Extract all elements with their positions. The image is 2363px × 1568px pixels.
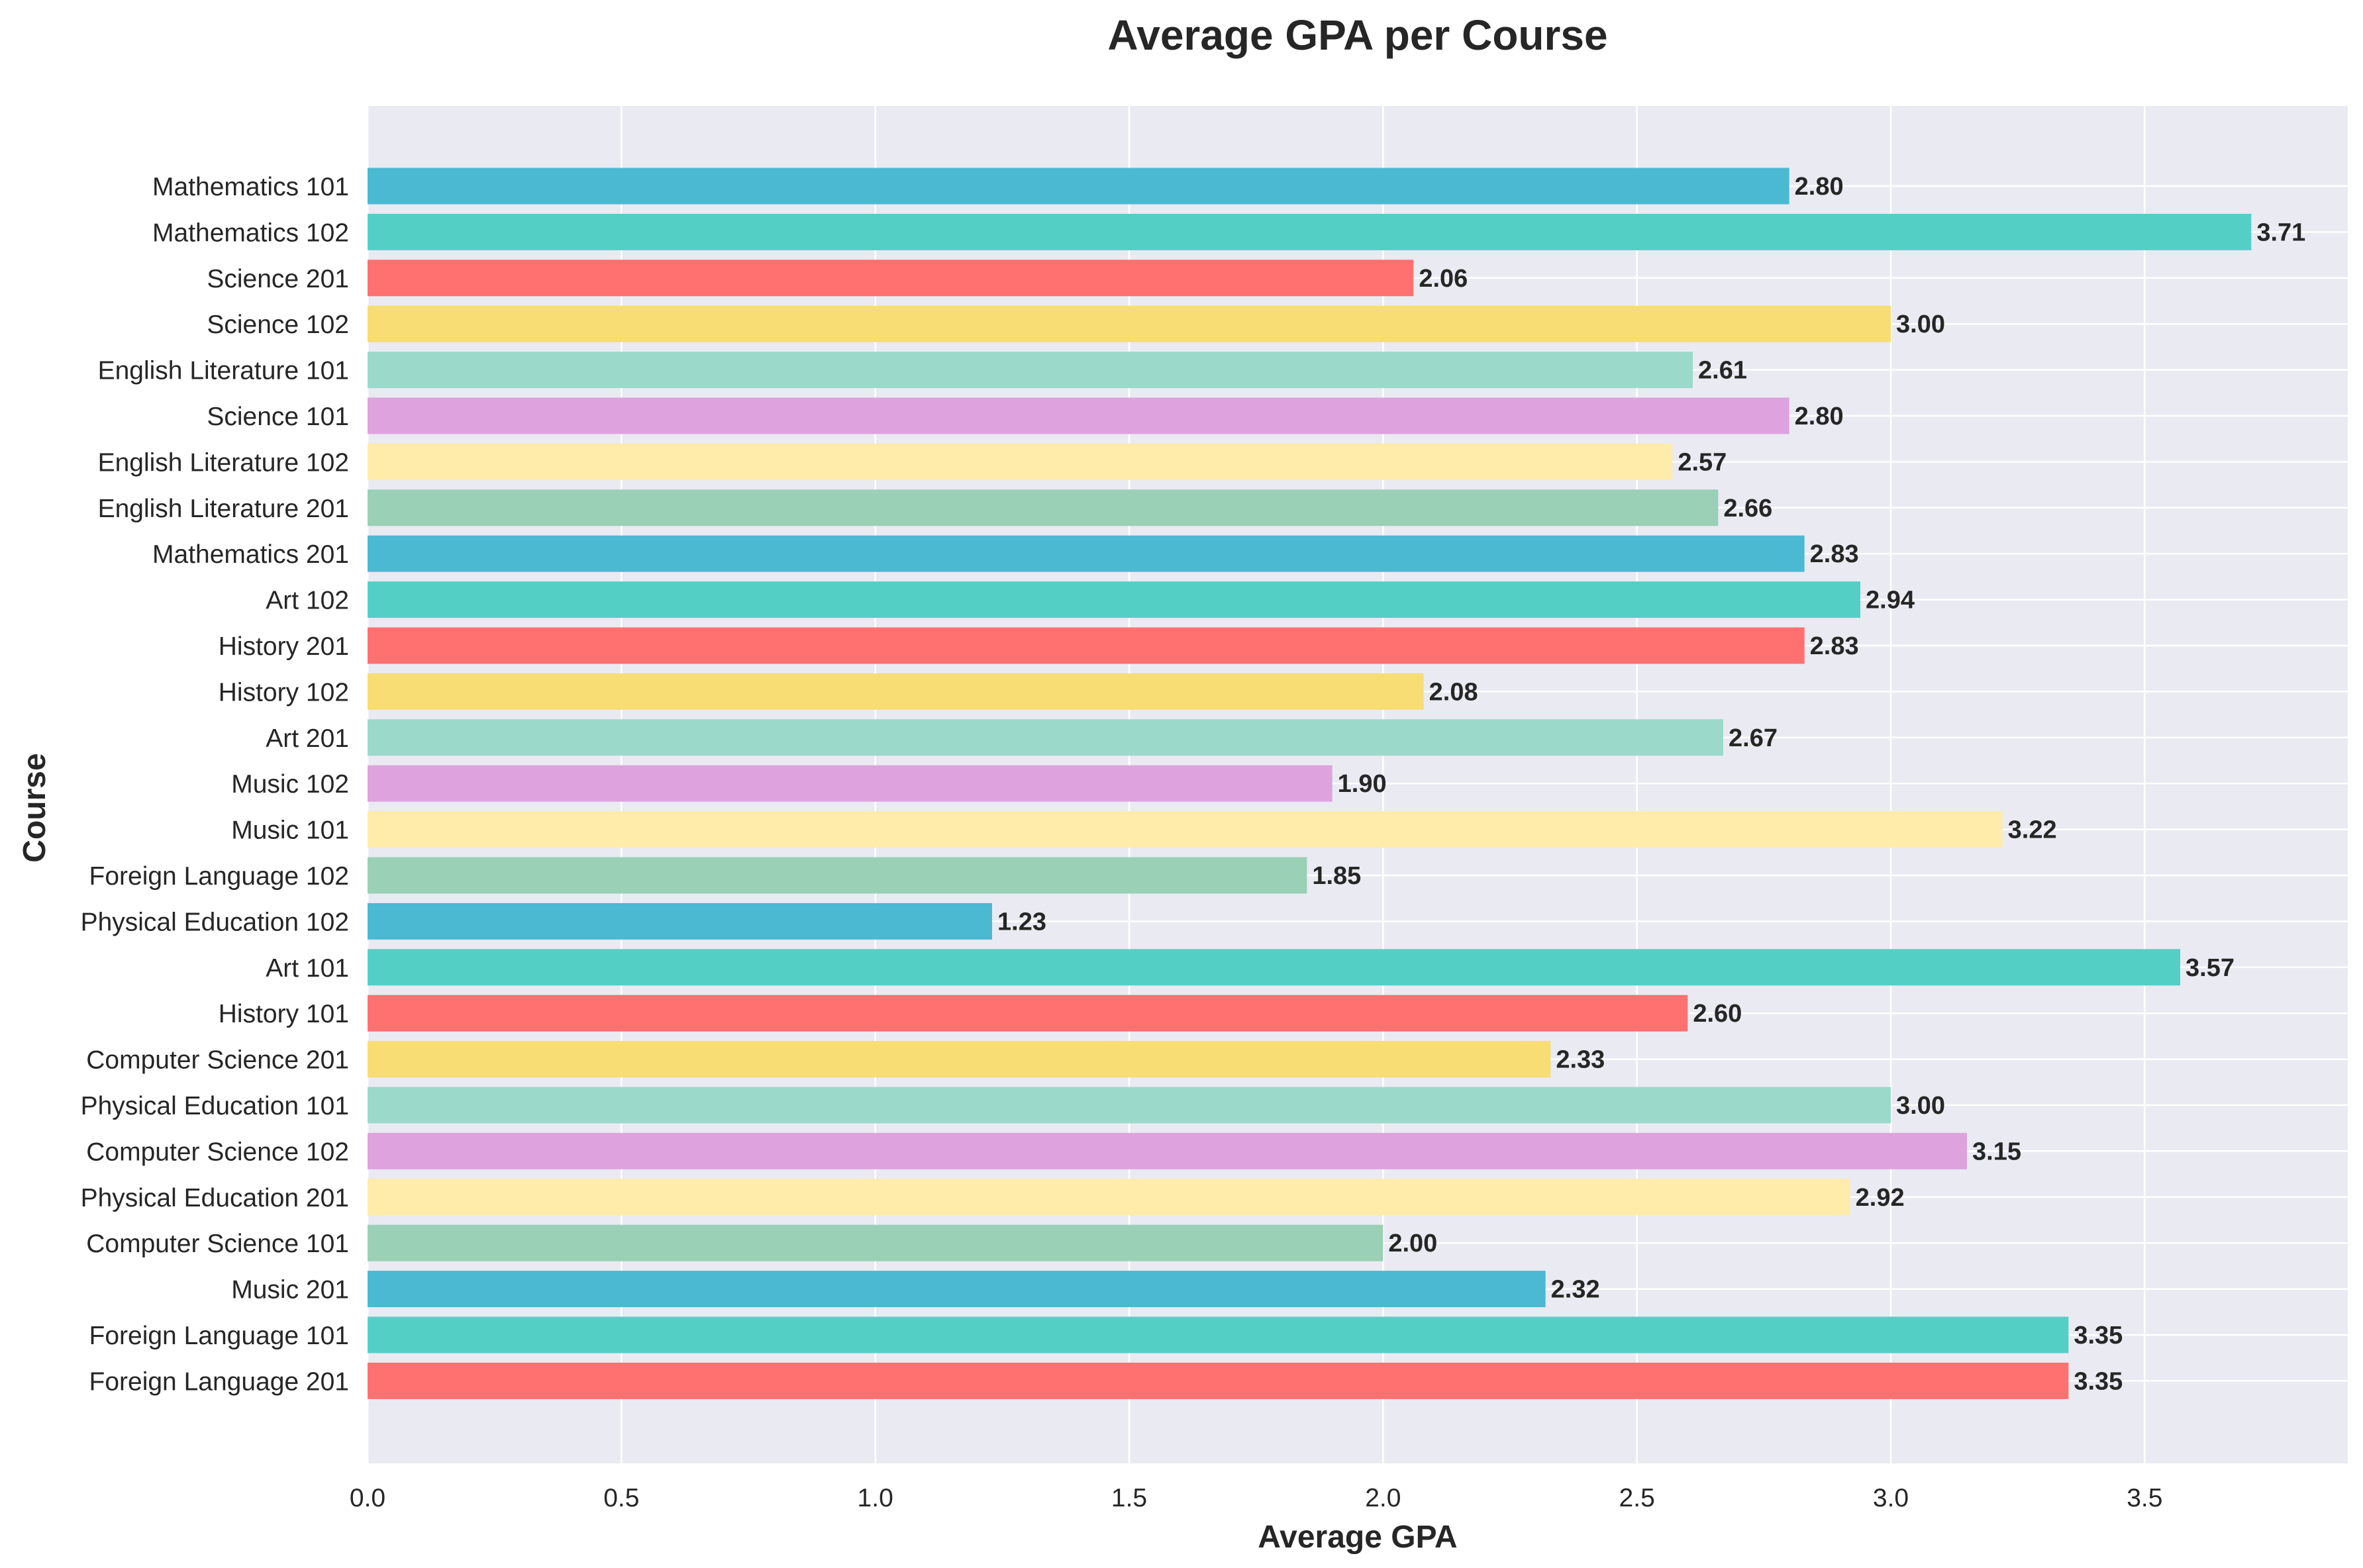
x-tick-label: 2.5 — [1619, 1484, 1655, 1512]
bar-value-label: 2.80 — [1795, 403, 1844, 430]
bar — [368, 1316, 2069, 1353]
bar — [368, 1271, 1546, 1308]
bar — [368, 1224, 1383, 1261]
y-tick-label: Science 102 — [207, 311, 349, 339]
bar — [368, 352, 1693, 389]
y-tick-label: Physical Education 201 — [81, 1184, 349, 1212]
x-tick-label: 1.0 — [858, 1484, 893, 1512]
bar-value-label: 3.35 — [2074, 1367, 2123, 1395]
bar — [368, 1362, 2069, 1399]
x-tick-label: 0.5 — [603, 1484, 639, 1512]
y-tick-label: Physical Education 102 — [81, 908, 349, 936]
y-tick-label: Mathematics 101 — [152, 173, 349, 201]
bar-value-label: 2.61 — [1698, 357, 1747, 385]
bar-value-label: 2.06 — [1419, 265, 1468, 293]
bar — [368, 765, 1332, 802]
y-tick-label: Music 101 — [231, 816, 349, 845]
y-tick-label: Physical Education 101 — [81, 1092, 349, 1120]
y-tick-label: Music 102 — [231, 770, 349, 799]
y-tick-label: Computer Science 102 — [86, 1138, 349, 1166]
y-tick-label: Science 101 — [207, 403, 349, 431]
bar — [368, 581, 1860, 618]
bar — [368, 535, 1805, 572]
bar-value-label: 3.57 — [2186, 954, 2235, 982]
bar-value-label: 2.83 — [1810, 632, 1859, 660]
y-tick-label: Music 201 — [231, 1276, 349, 1304]
bar — [368, 719, 1723, 756]
bar — [368, 627, 1805, 664]
bar — [368, 1087, 1891, 1124]
x-axis-label: Average GPA — [1258, 1520, 1457, 1555]
bar-value-label: 2.94 — [1866, 587, 1915, 614]
y-tick-label: History 201 — [219, 632, 349, 661]
bar-value-label: 2.66 — [1723, 495, 1772, 522]
bar-value-label: 3.35 — [2074, 1322, 2123, 1349]
bar — [368, 305, 1891, 342]
bar-value-label: 2.08 — [1429, 678, 1478, 706]
y-tick-label: Foreign Language 101 — [89, 1322, 350, 1350]
value-labels: 2.80 3.71 2.06 3.00 2.61 2.80 2.57 2.66 2.83 2.94… — [997, 173, 2305, 1395]
bar-value-label: 2.92 — [1856, 1184, 1905, 1212]
x-tick-label: 0.0 — [350, 1484, 385, 1512]
y-axis-label: Course — [17, 753, 52, 862]
x-tick-label: 2.0 — [1365, 1484, 1401, 1512]
bar-value-label: 3.00 — [1896, 1092, 1945, 1120]
bar-value-label: 2.00 — [1388, 1230, 1437, 1257]
bar — [368, 995, 1688, 1032]
x-tick-labels: 0.0 0.5 1.0 1.5 2.0 2.5 3.0 3.5 — [350, 1484, 2163, 1512]
bar-value-label: 2.32 — [1551, 1276, 1600, 1304]
bar-value-label: 2.67 — [1729, 724, 1778, 752]
bar — [368, 1132, 1967, 1169]
bar — [368, 397, 1789, 434]
y-tick-label: Foreign Language 201 — [89, 1367, 350, 1396]
bar-value-label: 2.33 — [1556, 1046, 1605, 1074]
bar-value-label: 2.60 — [1693, 1000, 1742, 1028]
bar — [368, 1041, 1551, 1078]
y-tick-label: Science 201 — [207, 265, 349, 293]
y-tick-label: History 102 — [219, 678, 349, 707]
y-tick-label: Mathematics 102 — [152, 219, 349, 247]
bar — [368, 903, 992, 940]
bar — [368, 673, 1424, 710]
bar-value-label: 3.22 — [2008, 816, 2057, 844]
bar — [368, 443, 1673, 480]
bar — [368, 857, 1307, 894]
chart-title: Average GPA per Course — [1107, 11, 1607, 59]
y-tick-label: Art 102 — [266, 587, 349, 615]
bar — [368, 168, 1789, 205]
x-tick-label: 3.5 — [2127, 1484, 2162, 1512]
bar-value-label: 2.80 — [1795, 173, 1844, 201]
y-tick-label: English Literature 102 — [98, 448, 349, 477]
y-tick-label: Computer Science 101 — [86, 1230, 349, 1258]
y-tick-label: English Literature 101 — [98, 357, 349, 385]
bar-value-label: 1.23 — [997, 908, 1046, 936]
bar — [368, 949, 2180, 986]
bar — [368, 260, 1414, 297]
bar-value-label: 2.57 — [1678, 448, 1727, 476]
bar — [368, 213, 2252, 250]
bars — [368, 168, 2252, 1399]
bar — [368, 489, 1719, 526]
y-tick-label: Computer Science 201 — [86, 1046, 349, 1075]
y-tick-label: Mathematics 201 — [152, 540, 349, 569]
x-tick-label: 1.5 — [1111, 1484, 1147, 1512]
y-tick-label: Foreign Language 102 — [89, 862, 350, 891]
bar-value-label: 3.71 — [2256, 219, 2305, 246]
y-tick-label: Art 101 — [266, 954, 349, 983]
bar — [368, 1179, 1850, 1216]
y-tick-label: Art 201 — [266, 724, 349, 753]
y-tick-labels: Mathematics 101 Mathematics 102 Science 20… — [81, 173, 349, 1396]
y-tick-label: English Literature 201 — [98, 495, 349, 523]
y-tick-label: History 101 — [219, 1000, 349, 1028]
bar-value-label: 3.15 — [1972, 1138, 2021, 1165]
bar-value-label: 2.83 — [1810, 540, 1859, 568]
x-tick-label: 3.0 — [1873, 1484, 1909, 1512]
bar — [368, 811, 2003, 848]
bar-value-label: 1.90 — [1338, 770, 1387, 798]
bar-value-label: 3.00 — [1896, 311, 1945, 338]
bar-value-label: 1.85 — [1312, 862, 1361, 890]
